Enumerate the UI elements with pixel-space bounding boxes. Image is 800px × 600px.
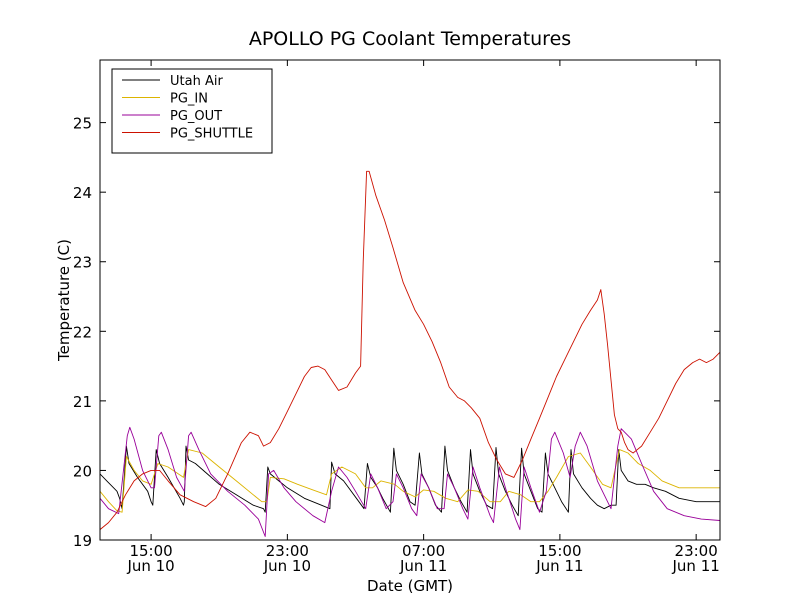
chart-title: APOLLO PG Coolant Temperatures [249,28,571,50]
legend-label: PG_IN [170,92,208,107]
legend-box [111,68,273,154]
x-tick-label-date: Jun 11 [399,557,447,575]
y-tick-label: 23 [73,254,92,272]
series-line-pg-shuttle [100,170,720,530]
x-tick-label-date: Jun 11 [672,557,720,575]
plot-frame [99,59,721,541]
y-axis: 19 20 21 22 23 24 25 [73,115,720,550]
x-axis-label: Date (GMT) [367,577,453,595]
legend-label: PG_OUT [170,109,222,124]
legend-label: Utah Air [170,74,223,89]
series-layer [100,170,720,537]
x-tick-label-date: Jun 10 [126,557,174,575]
y-tick-label: 24 [73,184,92,202]
y-axis-label: Temperature (C) [55,239,73,362]
x-tick-label-time: 23:00 [266,542,309,560]
x-tick-label-date: Jun 11 [535,557,583,575]
y-tick-label: 21 [73,393,92,411]
legend-label: PG_SHUTTLE [170,127,253,142]
legend: Utah Air PG_IN PG_OUT PG_SHUTTLE [111,68,273,154]
y-tick-label: 25 [73,115,92,133]
x-tick-label-date: Jun 10 [263,557,311,575]
x-tick-label-time: 15:00 [538,542,581,560]
x-tick-label-time: 07:00 [402,542,445,560]
y-tick-label: 20 [73,462,92,480]
y-tick-label: 19 [73,532,92,550]
x-tick-label-time: 23:00 [675,542,718,560]
y-tick-label: 22 [73,323,92,341]
x-tick-label-time: 15:00 [129,542,172,560]
series-line-utah-air [100,445,720,517]
series-line-pg-out [100,426,720,537]
